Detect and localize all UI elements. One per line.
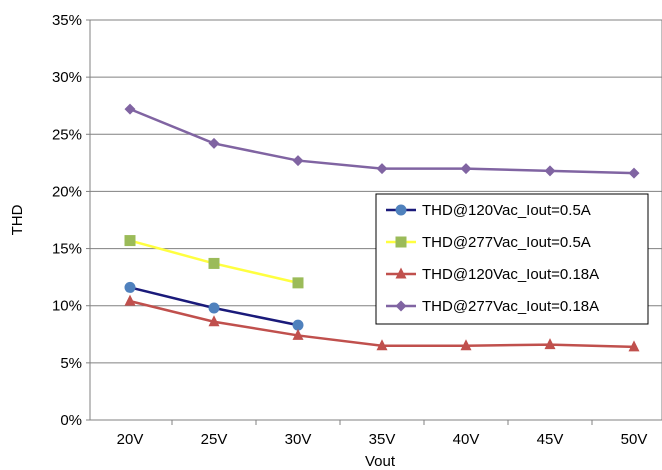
data-point [292,155,304,167]
data-point [544,338,556,350]
legend-item: THD@120Vac_Iout=0.18A [386,266,599,283]
y-axis-title: THD [9,204,26,235]
legend-item: THD@277Vac_Iout=0.18A [386,298,599,315]
data-point [292,319,304,331]
legend-label: THD@277Vac_Iout=0.5A [422,234,591,251]
y-tick-label: 5% [60,355,82,372]
x-tick-label: 20V [117,431,144,448]
series-1 [124,281,304,331]
x-axis-title: Vout [365,453,396,470]
data-point [208,315,220,327]
y-tick-label: 15% [52,241,82,258]
plot-area-frame [89,19,662,421]
data-point [460,339,472,351]
y-tick-label: 20% [52,183,82,200]
data-point [292,328,304,340]
x-tick-label: 40V [453,431,480,448]
y-tick-label: 25% [52,126,82,143]
legend-box [375,193,649,325]
data-point [292,277,304,289]
x-tick-label: 35V [369,431,396,448]
series-layer [124,103,640,352]
legend-marker [395,236,407,248]
legend-marker [395,300,407,312]
x-tick-label: 25V [201,431,228,448]
y-tick-label: 35% [52,12,82,29]
legend-item: THD@277Vac_Iout=0.5A [386,234,591,251]
series-4 [124,103,640,179]
data-point [124,103,136,115]
data-point [124,294,136,306]
data-point [544,165,556,177]
data-point [376,163,388,175]
data-point [628,340,640,352]
x-tick-label: 30V [285,431,312,448]
data-point [208,302,220,314]
data-point [460,163,472,175]
legend: THD@120Vac_Iout=0.5A THD@277Vac_Iout=0.5A… [375,193,649,325]
legend-label: THD@120Vac_Iout=0.5A [422,202,591,219]
series-3 [124,294,640,352]
data-point [208,137,220,149]
data-point [124,235,136,247]
legend-label: THD@120Vac_Iout=0.18A [422,266,599,283]
y-tick-label: 0% [60,412,82,429]
data-point [628,167,640,179]
data-point [124,281,136,293]
y-axis-ticks: 0% 5% 10% 15% 20% 25% 30% 35% [52,12,90,429]
legend-marker [395,204,407,216]
legend-label: THD@277Vac_Iout=0.18A [422,298,599,315]
series-2 [124,235,304,289]
legend-marker [395,267,407,279]
data-point [376,339,388,351]
x-axis-ticks: 20V 25V 30V 35V 40V 45V 50V [117,420,648,448]
legend-item: THD@120Vac_Iout=0.5A [386,202,591,219]
y-tick-label: 10% [52,298,82,315]
x-tick-label: 45V [537,431,564,448]
x-tick-label: 50V [621,431,648,448]
y-tick-label: 30% [52,69,82,86]
data-point [208,257,220,269]
